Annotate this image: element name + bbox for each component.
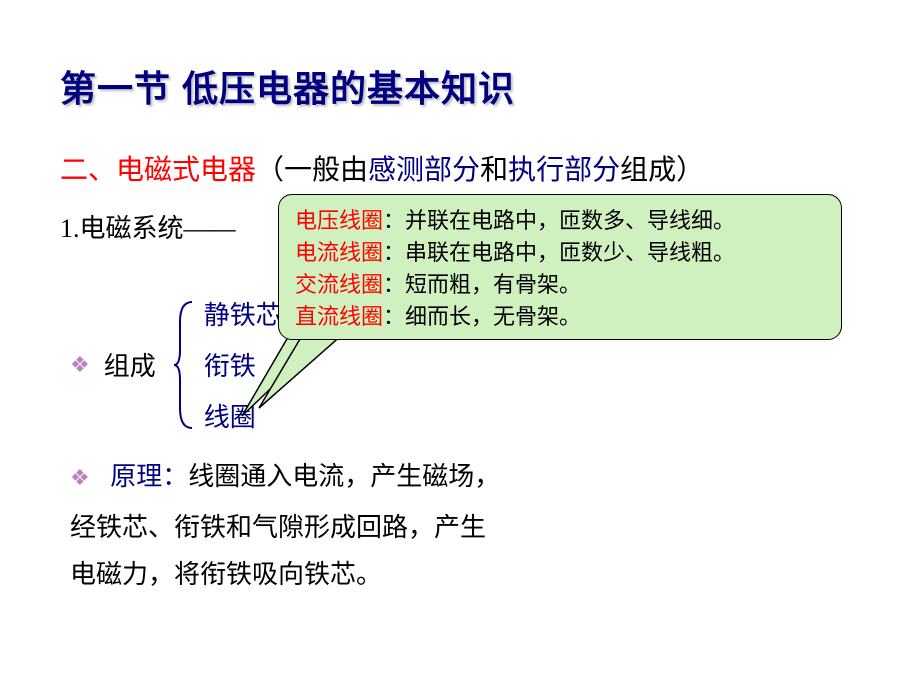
diamond-bullet-icon: ❖	[70, 352, 90, 378]
subtitle-sense: 感测部分	[368, 154, 480, 185]
subtitle-line: 二、电磁式电器（一般由感测部分和执行部分组成）	[60, 148, 860, 188]
subtitle-exec: 执行部分	[508, 154, 620, 185]
composition-label: 组成	[104, 346, 156, 383]
diamond-bullet-icon: ❖	[70, 465, 90, 491]
subtitle-paren-close: 组成）	[620, 154, 704, 185]
page-title: 第一节 低压电器的基本知识	[60, 60, 860, 112]
subtitle-main: 电磁式电器	[116, 154, 256, 185]
callout-desc-3: ：细而长，无骨架。	[383, 304, 581, 329]
callout-box: 电压线圈：并联在电路中，匝数多、导线细。 电流线圈：串联在电路中，匝数少、导线粗…	[278, 194, 842, 340]
callout-label-1: 电流线圈	[295, 240, 383, 265]
left-brace-icon	[172, 300, 198, 430]
callout-row-3: 直流线圈：细而长，无骨架。	[295, 301, 825, 333]
subtitle-mid: 和	[480, 154, 508, 185]
callout-row-0: 电压线圈：并联在电路中，匝数多、导线细。	[295, 205, 825, 237]
principle-line-2: 经铁芯、衔铁和气隙形成回路，产生	[70, 505, 860, 552]
principle-line-3: 电磁力，将衔铁吸向铁芯。	[70, 552, 860, 599]
callout-desc-0: ：并联在电路中，匝数多、导线细。	[383, 208, 735, 233]
callout-desc-2: ：短而粗，有骨架。	[383, 272, 581, 297]
callout-desc-1: ：串联在电路中，匝数少、导线粗。	[383, 240, 735, 265]
subtitle-paren-open: （一般由	[256, 154, 368, 185]
principle-line-1: ❖ 原理：线圈通入电流，产生磁场，	[70, 456, 860, 493]
callout-label-2: 交流线圈	[295, 272, 383, 297]
callout-label-3: 直流线圈	[295, 304, 383, 329]
principle-block: ❖ 原理：线圈通入电流，产生磁场， 经铁芯、衔铁和气隙形成回路，产生 电磁力，将…	[70, 456, 860, 599]
slide-container: 第一节 低压电器的基本知识 二、电磁式电器（一般由感测部分和执行部分组成） 1.…	[0, 0, 920, 690]
callout-row-1: 电流线圈：串联在电路中，匝数少、导线粗。	[295, 237, 825, 269]
callout-row-2: 交流线圈：短而粗，有骨架。	[295, 269, 825, 301]
subtitle-prefix: 二、	[60, 154, 116, 185]
principle-lead: 原理：	[110, 462, 188, 491]
callout-label-0: 电压线圈	[295, 208, 383, 233]
callout-tail-2	[255, 334, 347, 412]
principle-line1-rest: 线圈通入电流，产生磁场，	[188, 462, 500, 491]
